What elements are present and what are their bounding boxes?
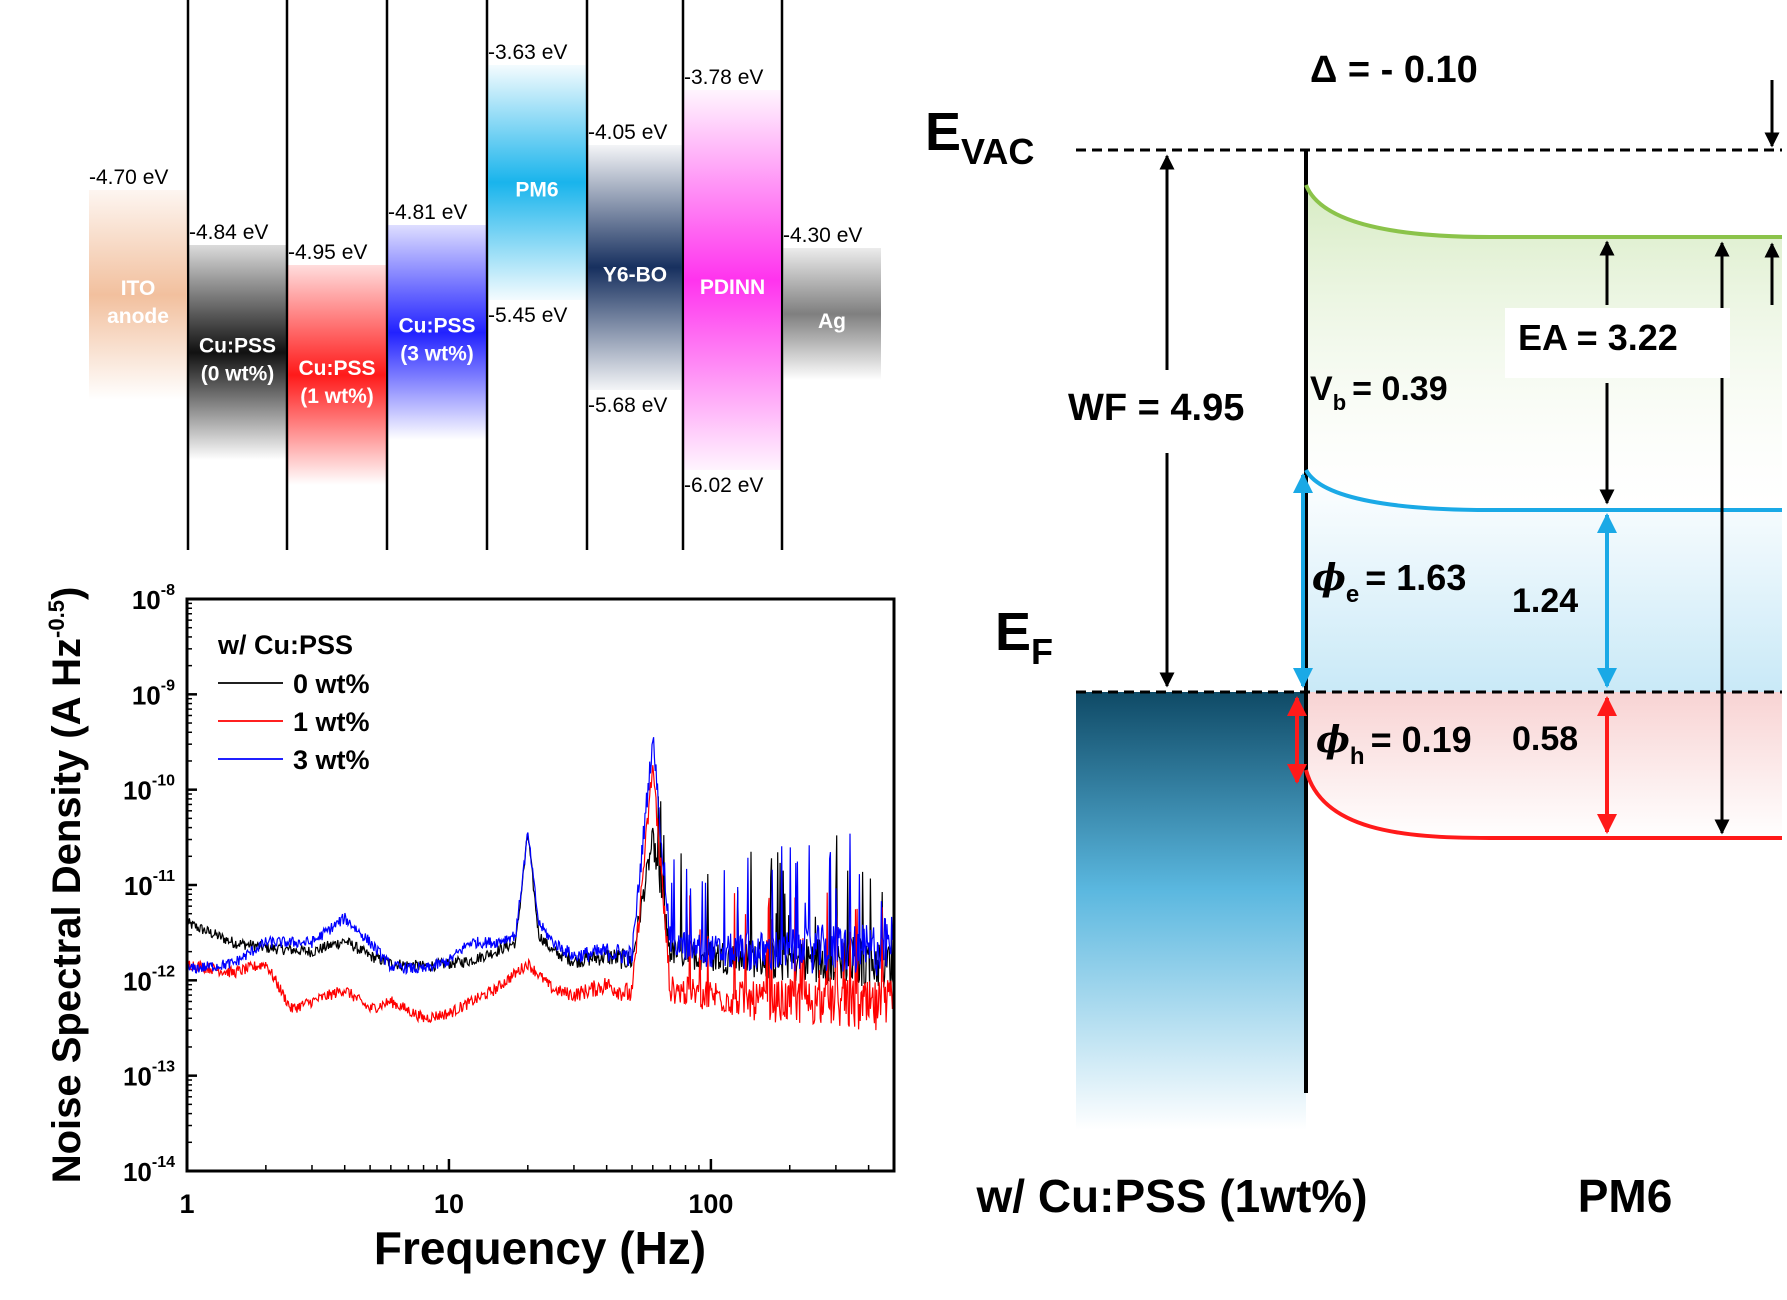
electrode-label: w/ Cu:PSS (1wt%) bbox=[975, 1170, 1367, 1222]
axis-ticks: 10-8 10-9 10-10 10-11 10-12 10-13 10-141 10 100 bbox=[123, 582, 895, 1219]
wf-label: WF = 4.95 bbox=[1068, 387, 1244, 429]
series-line-1 bbox=[187, 765, 894, 1031]
phi-e-label: ϕe = 1.63 bbox=[1312, 557, 1466, 608]
series-line-0 bbox=[187, 796, 894, 991]
x-tick-label: 1 bbox=[179, 1189, 194, 1219]
evac-label: EVAC bbox=[925, 102, 1034, 172]
y-tick-label: 10-11 bbox=[124, 868, 175, 901]
layer-name: Cu:PSS bbox=[298, 357, 375, 380]
layer-bottom-energy: -6.02 eV bbox=[684, 474, 763, 497]
y-tick-label: 10-13 bbox=[123, 1059, 175, 1092]
y-axis-label: Noise Spectral Density (A Hz-0.5) bbox=[44, 587, 89, 1184]
legend-label-3wt: 3 wt% bbox=[293, 745, 370, 775]
semiconductor-label: PM6 bbox=[1578, 1170, 1673, 1222]
ef-label: EF bbox=[995, 602, 1053, 672]
layer-bottom-energy: -5.68 eV bbox=[588, 394, 667, 417]
layer-band bbox=[488, 65, 586, 300]
layer-name: Cu:PSS bbox=[199, 335, 276, 358]
energy-layer-5: Y6-BO -4.05 eV -5.68 eV bbox=[588, 121, 682, 417]
layer-name: (1 wt%) bbox=[300, 385, 374, 408]
energy-layer-2: Cu:PSS (1 wt%) -4.95 eV bbox=[288, 241, 386, 485]
electron-barrier-region bbox=[1306, 470, 1782, 692]
layer-band bbox=[288, 265, 386, 485]
electron-level-curve bbox=[1304, 468, 1782, 512]
layer-band bbox=[588, 145, 682, 390]
layer-band bbox=[189, 245, 286, 460]
layer-band bbox=[783, 248, 881, 380]
vb-label: Vb = 0.39 bbox=[1310, 370, 1448, 415]
ea-label: EA = 3.22 bbox=[1518, 317, 1678, 358]
y-tick-label: 10-12 bbox=[123, 963, 175, 996]
layer-band bbox=[89, 190, 187, 400]
gap-e-label: 1.24 bbox=[1512, 582, 1578, 620]
legend-label-0wt: 0 wt% bbox=[293, 669, 370, 699]
energy-layer-6: PDINN -3.78 eV -6.02 eV bbox=[684, 66, 781, 497]
layer-top-energy: -4.81 eV bbox=[388, 201, 467, 224]
legend-label-1wt: 1 wt% bbox=[293, 707, 370, 737]
hole-level-curve bbox=[1304, 769, 1782, 840]
legend-title: w/ Cu:PSS bbox=[217, 630, 353, 660]
series-line-2 bbox=[187, 737, 894, 976]
layer-bottom-energy: -5.45 eV bbox=[488, 304, 567, 327]
noise-series-lines bbox=[187, 737, 894, 1031]
layer-dividers bbox=[186, 0, 784, 550]
layer-top-energy: -4.84 eV bbox=[189, 221, 268, 244]
y-tick-label: 10-9 bbox=[132, 677, 175, 710]
layer-band bbox=[388, 225, 486, 440]
layer-top-energy: -4.95 eV bbox=[288, 241, 367, 264]
energy-layer-1: Cu:PSS (0 wt%) -4.84 eV bbox=[189, 221, 286, 460]
y-tick-label: 10-14 bbox=[123, 1154, 175, 1187]
energy-layer-0: ITO anode -4.70 eV bbox=[89, 166, 187, 400]
layer-top-energy: -3.78 eV bbox=[684, 66, 763, 89]
phi-h-label: ϕh = 0.19 bbox=[1316, 719, 1472, 770]
x-axis-label: Frequency (Hz) bbox=[374, 1222, 706, 1274]
layer-name: anode bbox=[107, 305, 169, 328]
layer-name: (3 wt%) bbox=[400, 343, 474, 366]
layer-top-energy: -4.30 eV bbox=[783, 224, 862, 247]
layer-band bbox=[684, 90, 781, 470]
metal-fermi-sea bbox=[1076, 692, 1306, 1130]
delta-label: Δ = - 0.10 bbox=[1310, 49, 1478, 91]
gap-h-label: 0.58 bbox=[1512, 720, 1578, 758]
legend: w/ Cu:PSS 0 wt% 1 wt% 3 wt% bbox=[217, 630, 370, 775]
layer-top-energy: -3.63 eV bbox=[488, 41, 567, 64]
hole-barrier-region bbox=[1306, 692, 1782, 838]
y-tick-label: 10-10 bbox=[123, 773, 175, 806]
layer-name: Cu:PSS bbox=[398, 315, 475, 338]
layer-name: Y6-BO bbox=[603, 264, 667, 287]
y-tick-label: 10-8 bbox=[132, 582, 175, 615]
layer-top-energy: -4.05 eV bbox=[588, 121, 667, 144]
energy-layer-3: Cu:PSS (3 wt%) -4.81 eV bbox=[388, 201, 486, 440]
energy-layer-4: PM6 -3.63 eV -5.45 eV bbox=[488, 41, 586, 327]
x-tick-label: 100 bbox=[688, 1189, 733, 1219]
ea-label-bg bbox=[1505, 308, 1730, 378]
energy-layer-7: Ag -4.30 eV bbox=[783, 224, 881, 380]
x-tick-label: 10 bbox=[434, 1189, 464, 1219]
layer-name: PM6 bbox=[515, 179, 558, 202]
layer-top-energy: -4.70 eV bbox=[89, 166, 168, 189]
layer-name: (0 wt%) bbox=[201, 363, 275, 386]
layer-name: Ag bbox=[818, 310, 846, 333]
band-diagram: EVAC EF Δ = - 0.10 WF = 4.95 Vb = 0.39 EA… bbox=[925, 49, 1782, 1222]
layer-name: PDINN bbox=[700, 276, 765, 299]
layer-name: ITO bbox=[121, 277, 156, 300]
lumo-curve bbox=[1304, 184, 1782, 239]
